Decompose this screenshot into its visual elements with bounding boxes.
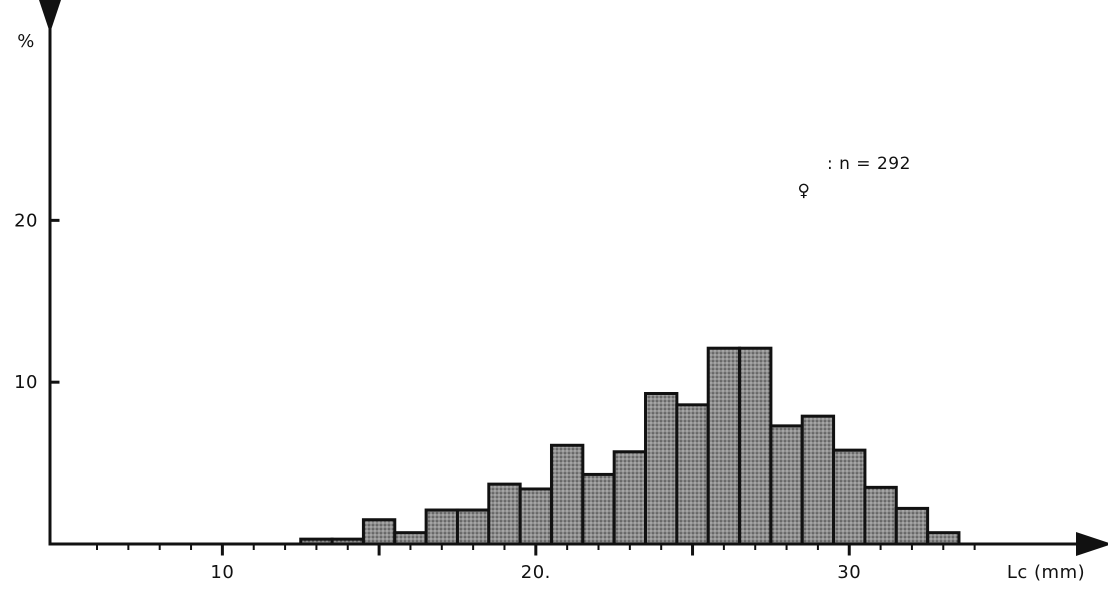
histogram-bar bbox=[706, 346, 742, 546]
histogram-bar bbox=[926, 531, 961, 546]
legend-layer: ♀ : n = 292 bbox=[798, 154, 911, 201]
histogram-bar bbox=[769, 424, 804, 546]
histogram-bar bbox=[832, 448, 867, 546]
histogram-bar bbox=[612, 450, 648, 546]
y-unit-label: % bbox=[17, 31, 35, 52]
y-tick-label: 10 bbox=[14, 372, 38, 393]
histogram-bar bbox=[894, 506, 930, 546]
x-tick-label: 30 bbox=[837, 562, 861, 583]
x-tick-label: 20. bbox=[521, 562, 551, 583]
histogram-bar bbox=[393, 531, 428, 546]
histogram-bar bbox=[581, 472, 616, 546]
histogram-bar bbox=[738, 346, 773, 546]
histogram-bar bbox=[675, 403, 710, 546]
histogram-bar bbox=[518, 487, 553, 546]
histogram-bar bbox=[455, 508, 491, 546]
x-unit-label: Lc (mm) bbox=[1007, 562, 1085, 583]
histogram-bar bbox=[361, 518, 397, 546]
histogram-bar bbox=[549, 443, 585, 546]
female-symbol-icon: ♀ bbox=[798, 181, 811, 201]
bars-layer bbox=[299, 346, 961, 546]
labels-layer: 10 20. 30 10 20% Lc (mm) bbox=[14, 31, 1085, 583]
axes-layer bbox=[38, 0, 1108, 556]
histogram-bar bbox=[863, 485, 898, 546]
y-tick-label: 20 bbox=[14, 210, 38, 231]
histogram-bar bbox=[644, 392, 679, 546]
histogram-bar bbox=[487, 482, 522, 546]
histogram-bar bbox=[424, 508, 459, 546]
x-tick-label: 10 bbox=[210, 562, 234, 583]
legend-label: : n = 292 bbox=[827, 154, 911, 174]
histogram-bar bbox=[800, 414, 836, 546]
